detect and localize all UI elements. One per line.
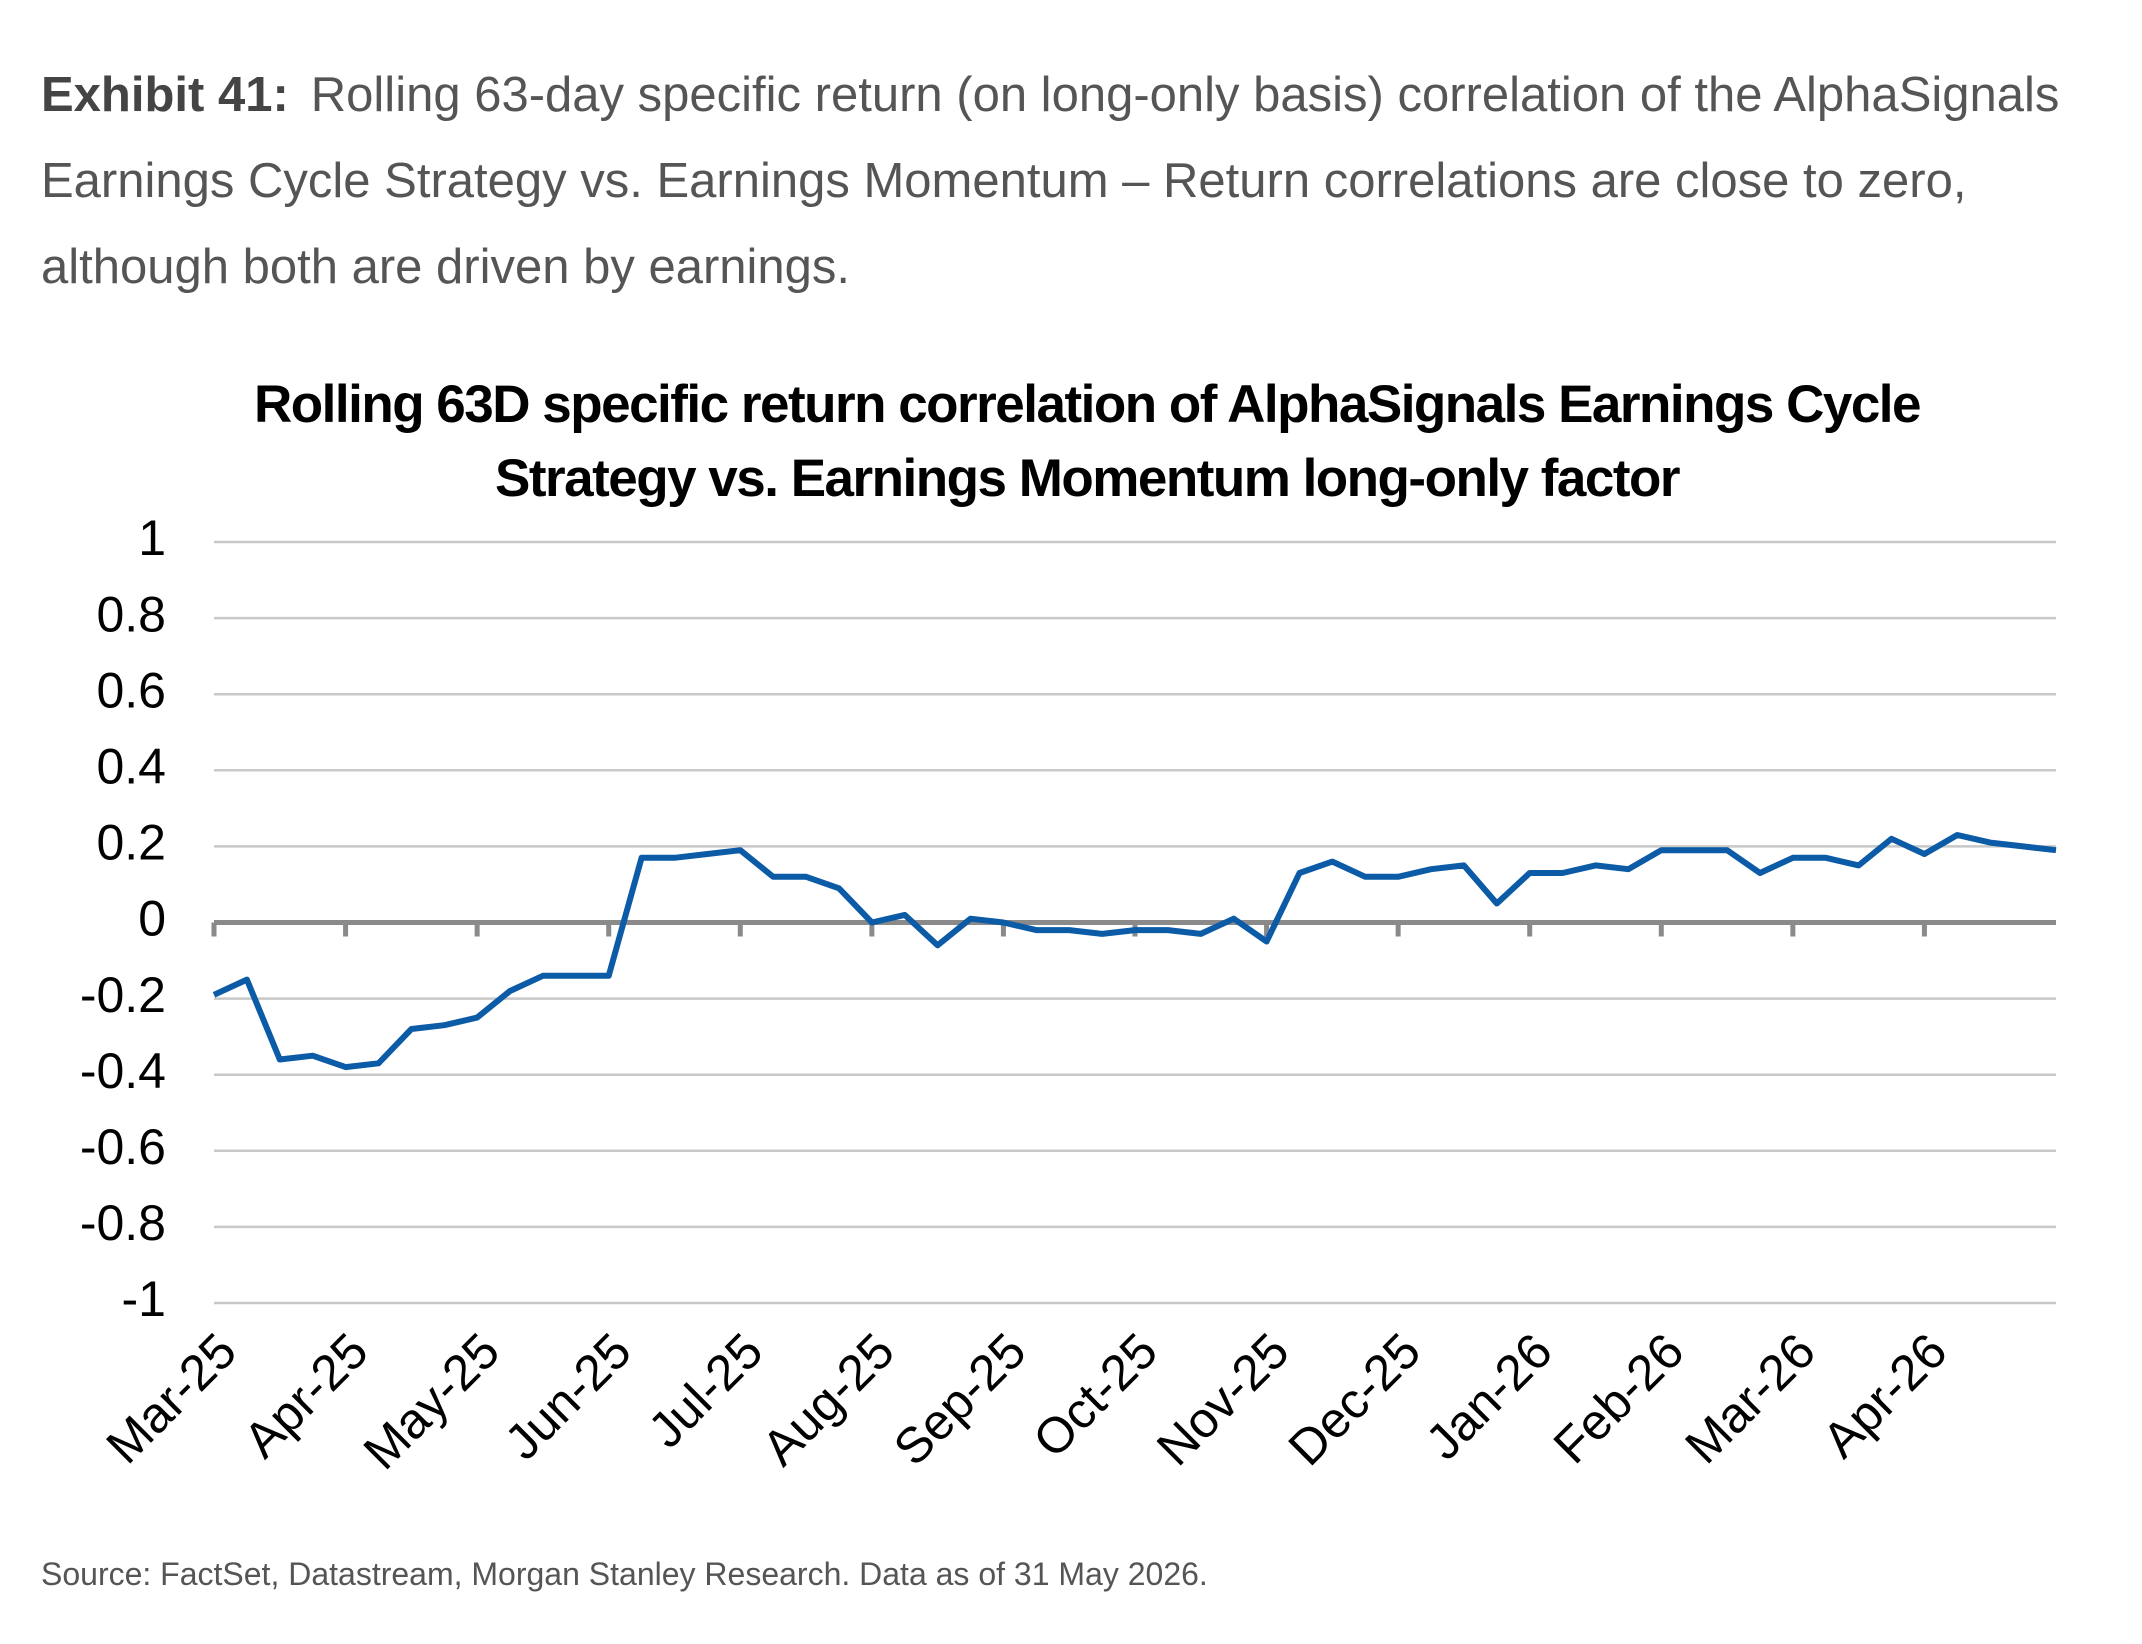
y-tick-label: 0.6 (96, 662, 166, 718)
y-tick-label: 1 (138, 510, 166, 566)
x-tick-label: Jun-25 (494, 1323, 642, 1471)
x-tick-label: Nov-25 (1146, 1323, 1300, 1477)
x-tick-label: Dec-25 (1278, 1323, 1432, 1477)
x-tick-label: Feb-26 (1543, 1323, 1695, 1475)
x-tick-label: Aug-25 (751, 1323, 905, 1477)
exhibit-label: Exhibit 41: (41, 68, 289, 122)
y-tick-label: -0.2 (80, 967, 166, 1023)
data-line (212, 832, 2057, 1071)
y-tick-label: 0.4 (96, 739, 166, 795)
y-tick-label: 0.8 (96, 586, 166, 642)
source-note: Source: FactSet, Datastream, Morgan Stan… (41, 1556, 1208, 1592)
y-tick-label: -0.6 (80, 1119, 166, 1175)
exhibit-text: Rolling 63-day specific return (on long-… (41, 68, 2060, 294)
x-tick-label: Sep-25 (883, 1323, 1037, 1477)
y-tick-label: -0.8 (80, 1195, 166, 1251)
x-tick-label: Apr-26 (1812, 1323, 1958, 1469)
x-tick-label: Mar-26 (1674, 1323, 1826, 1475)
y-tick-label: -0.4 (80, 1043, 166, 1099)
x-tick-label: May-25 (353, 1323, 510, 1480)
x-tick-label: Oct-25 (1022, 1323, 1168, 1469)
x-tick-label: Mar-25 (96, 1323, 248, 1475)
y-tick-label: 0.2 (96, 815, 166, 871)
y-tick-label: -1 (122, 1271, 166, 1327)
x-tick-label: Apr-25 (233, 1323, 379, 1469)
x-tick-label: Jan-26 (1415, 1323, 1563, 1471)
exhibit-header: Exhibit 41: Rolling 63-day specific retur… (41, 52, 2111, 310)
y-tick-label: 0 (138, 891, 166, 947)
chart-title: Rolling 63D specific return correlation … (254, 375, 1922, 508)
